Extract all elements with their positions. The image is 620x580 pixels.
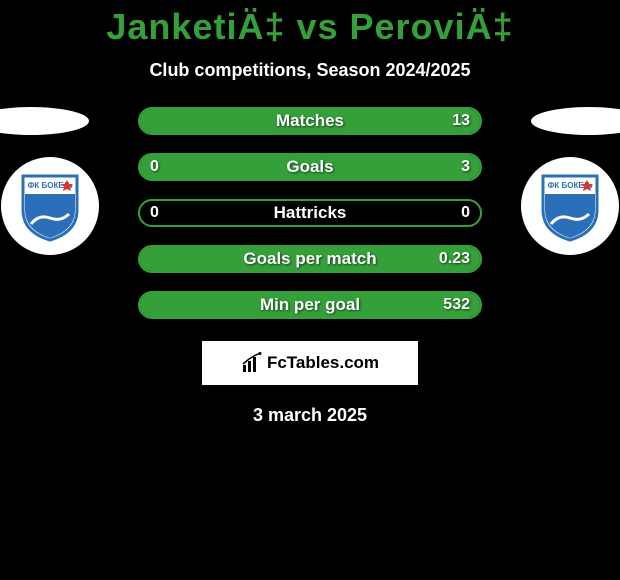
player-left-avatar (0, 107, 89, 135)
chart-icon (241, 352, 263, 374)
stat-value-left: 0 (150, 158, 159, 176)
player-right-column: ФК БОКЕЉ (500, 107, 620, 255)
stat-label: Min per goal (260, 295, 360, 315)
stat-label: Goals per match (243, 249, 376, 269)
stats-column: Matches 13 0 Goals 3 0 Hattricks 0 Goals per mat… (120, 107, 500, 319)
stat-label: Matches (276, 111, 344, 131)
player-right-avatar (531, 107, 620, 135)
stat-row: Goals per match 0.23 (138, 245, 482, 273)
stat-label: Goals (286, 157, 333, 177)
date-label: 3 march 2025 (0, 405, 620, 426)
stat-value-right: 3 (461, 158, 470, 176)
brand-box[interactable]: FcTables.com (202, 341, 418, 385)
stat-value-right: 13 (452, 112, 470, 130)
stat-value-right: 0 (461, 204, 470, 222)
stat-row: Matches 13 (138, 107, 482, 135)
stat-row: 0 Goals 3 (138, 153, 482, 181)
comparison-card: JanketiÄ‡ vs PeroviÄ‡ Club competitions,… (0, 0, 620, 426)
stat-value-right: 532 (443, 296, 470, 314)
main-row: ФК БОКЕЉ Matches 13 0 Goals 3 0 Hattricks 0 Goal… (0, 107, 620, 319)
club-logo-left: ФК БОКЕЉ (1, 157, 99, 255)
club-logo-right: ФК БОКЕЉ (521, 157, 619, 255)
stat-value-right: 0.23 (439, 250, 470, 268)
page-title: JanketiÄ‡ vs PeroviÄ‡ (0, 6, 620, 48)
brand-label: FcTables.com (267, 353, 379, 373)
stat-row: Min per goal 532 (138, 291, 482, 319)
stat-value-left: 0 (150, 204, 159, 222)
shield-icon: ФК БОКЕЉ (539, 170, 601, 242)
stat-row: 0 Hattricks 0 (138, 199, 482, 227)
player-left-column: ФК БОКЕЉ (0, 107, 120, 255)
subtitle: Club competitions, Season 2024/2025 (0, 60, 620, 81)
stat-label: Hattricks (274, 203, 347, 223)
shield-icon: ФК БОКЕЉ (19, 170, 81, 242)
